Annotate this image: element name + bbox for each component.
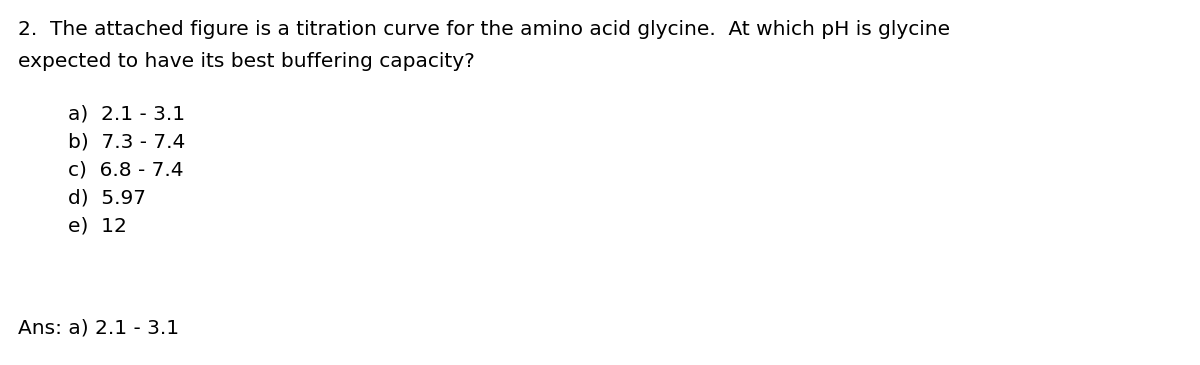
Text: 2.  The attached figure is a titration curve for the amino acid glycine.  At whi: 2. The attached figure is a titration cu…: [18, 20, 950, 39]
Text: expected to have its best buffering capacity?: expected to have its best buffering capa…: [18, 52, 475, 71]
Text: Ans: a) 2.1 - 3.1: Ans: a) 2.1 - 3.1: [18, 318, 179, 337]
Text: c)  6.8 - 7.4: c) 6.8 - 7.4: [68, 161, 184, 180]
Text: e)  12: e) 12: [68, 217, 127, 236]
Text: b)  7.3 - 7.4: b) 7.3 - 7.4: [68, 133, 185, 152]
Text: d)  5.97: d) 5.97: [68, 189, 146, 208]
Text: a)  2.1 - 3.1: a) 2.1 - 3.1: [68, 105, 185, 124]
